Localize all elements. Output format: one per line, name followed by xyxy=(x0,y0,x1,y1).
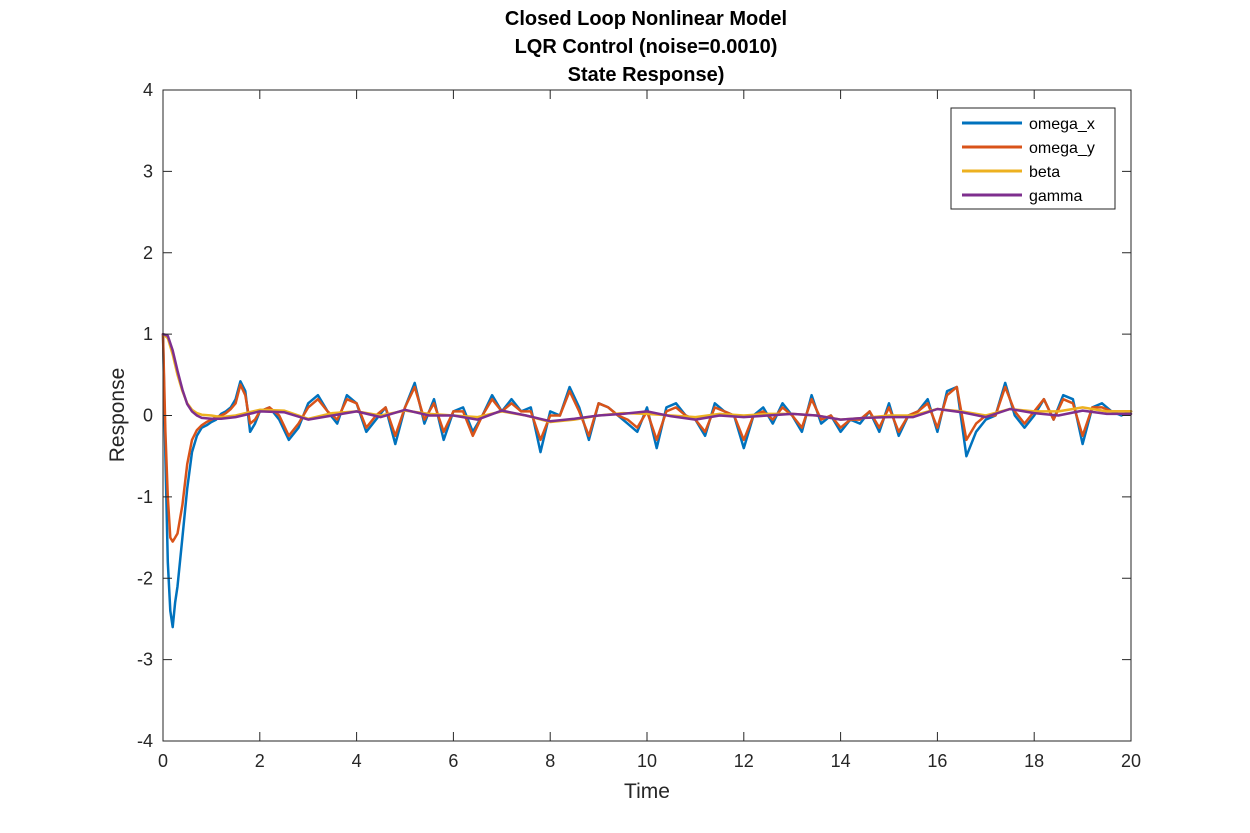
x-tick-label: 18 xyxy=(1024,751,1044,771)
x-tick-label: 0 xyxy=(158,751,168,771)
title-line-1: Closed Loop Nonlinear Model xyxy=(505,8,787,30)
series-layer xyxy=(161,332,1133,629)
x-tick-label: 10 xyxy=(637,751,657,771)
y-tick-label: 2 xyxy=(143,243,153,263)
series-line-omega-y xyxy=(161,332,1133,543)
title-line-3: State Response) xyxy=(568,64,725,86)
x-tick-label: 16 xyxy=(927,751,947,771)
x-tick-label: 20 xyxy=(1121,751,1141,771)
y-tick-label: 1 xyxy=(143,324,153,344)
y-tick-label: -3 xyxy=(137,650,153,670)
title-line-2: LQR Control (noise=0.0010) xyxy=(515,36,778,58)
series-line-gamma xyxy=(161,332,1133,423)
y-tick-label: -1 xyxy=(137,487,153,507)
legend-label-gamma: gamma xyxy=(1029,188,1082,205)
y-axis-label: Response xyxy=(106,368,129,463)
x-tick-label: 4 xyxy=(352,751,362,771)
y-tick-label: 4 xyxy=(143,80,153,100)
legend-label-omega-x: omega_x xyxy=(1029,116,1095,133)
chart-title: Closed Loop Nonlinear Model LQR Control … xyxy=(505,8,787,86)
x-tick-label: 12 xyxy=(734,751,754,771)
y-tick-label: -2 xyxy=(137,568,153,588)
x-tick-label: 2 xyxy=(255,751,265,771)
legend-label-beta: beta xyxy=(1029,164,1060,181)
x-tick-label: 14 xyxy=(831,751,851,771)
legend-label-omega-y: omega_y xyxy=(1029,140,1095,157)
x-tick-label: 8 xyxy=(545,751,555,771)
y-tick-label: 3 xyxy=(143,161,153,181)
y-tick-label: -4 xyxy=(137,731,153,751)
x-axis-label: Time xyxy=(624,780,670,803)
y-tick-label: 0 xyxy=(143,406,153,426)
legend-box xyxy=(950,107,1116,210)
x-tick-label: 6 xyxy=(448,751,458,771)
